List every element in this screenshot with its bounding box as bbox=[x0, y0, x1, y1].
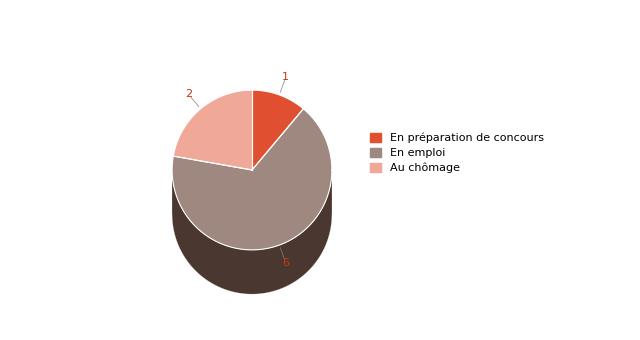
Polygon shape bbox=[172, 109, 332, 250]
Text: 2: 2 bbox=[185, 89, 192, 100]
Polygon shape bbox=[252, 90, 303, 170]
Polygon shape bbox=[173, 90, 252, 170]
Text: 6: 6 bbox=[282, 258, 289, 268]
Text: 1: 1 bbox=[282, 72, 289, 82]
Legend: En préparation de concours, En emploi, Au chômage: En préparation de concours, En emploi, A… bbox=[370, 133, 544, 173]
Polygon shape bbox=[172, 170, 332, 294]
